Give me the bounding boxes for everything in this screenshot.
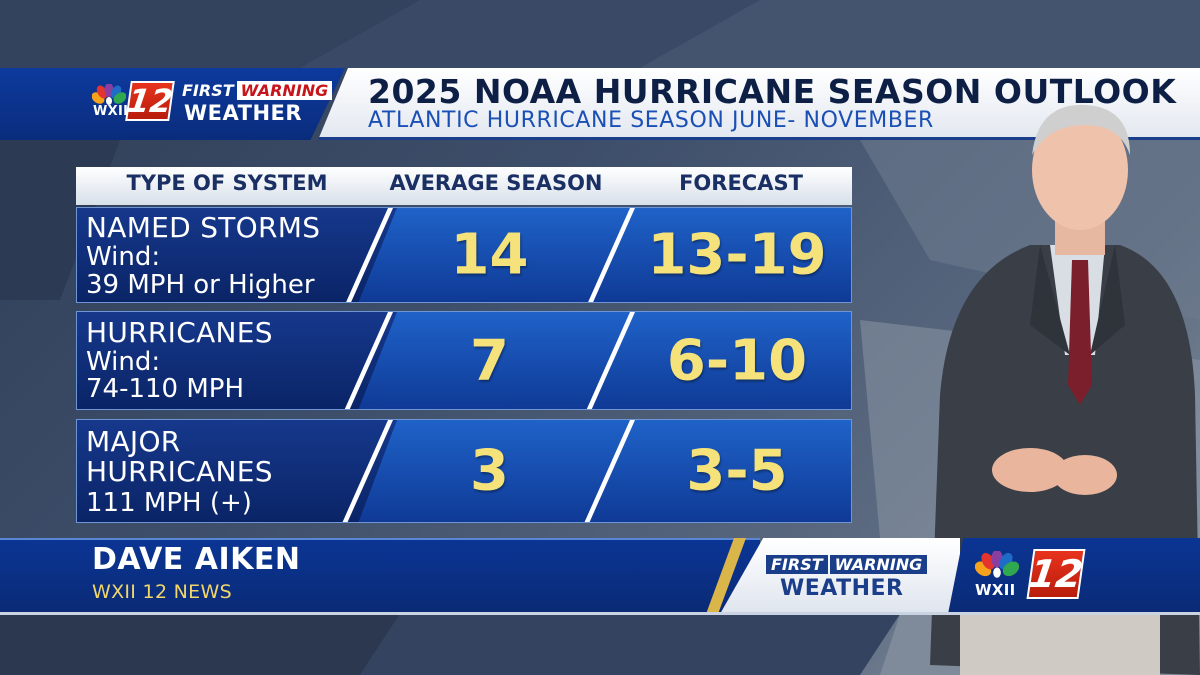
page-title: 2025 NOAA HURRICANE SEASON OUTLOOK [368,72,1177,111]
brand-panel [720,538,960,614]
first-warning-label-top: FIRST WARNING [176,80,338,101]
hurricane-outlook-table: TYPE OF SYSTEM AVERAGE SEASON FORECAST N… [76,167,852,527]
presenter-station: WXII 12 NEWS [92,581,232,603]
table-row-named-storms: NAMED STORMS Wind: 39 MPH or Higher 14 1… [76,207,852,303]
first-text: FIRST [182,81,234,100]
row-label-bg [77,420,397,522]
divider-line [0,612,1200,615]
row-detail: 39 MPH or Higher [86,270,315,300]
row-title: NAMED STORMS [86,211,321,244]
row-subtitle: HURRICANES [86,455,273,488]
brand-block [0,68,345,140]
first-text: FIRST [766,554,828,574]
channel-12-logo-top: 12 [125,81,175,121]
row-label-bg [77,312,397,409]
station-call-bottom: WXII [975,581,1016,599]
channel-12-logo-bottom: 12 [1026,549,1086,599]
column-header-average: AVERAGE SEASON [389,171,603,195]
row-subtitle: Wind: [86,242,161,272]
page-subtitle: ATLANTIC HURRICANE SEASON JUNE- NOVEMBER [368,108,934,133]
row-detail: 111 MPH (+) [86,488,252,518]
name-bar [0,538,760,614]
forecast-value: 13-19 [647,222,827,288]
row-subtitle: Wind: [86,347,161,377]
station-call-top: WXII [93,104,129,119]
nbc-peacock-icon [975,551,1019,578]
average-value: 7 [470,328,509,393]
row-title: MAJOR [86,425,181,458]
row-label-bg [77,208,397,302]
forecast-value: 6-10 [666,328,808,393]
warning-text: WARNING [829,554,928,574]
weather-label-bottom: WEATHER [780,576,904,601]
nbc-peacock-icon [92,84,126,105]
warning-text: WARNING [236,81,333,100]
column-header-forecast: FORECAST [679,171,803,195]
table-header: TYPE OF SYSTEM AVERAGE SEASON FORECAST [76,167,852,205]
row-detail: 74-110 MPH [86,374,245,404]
table-row-hurricanes: HURRICANES Wind: 74-110 MPH 7 6-10 [76,311,852,410]
forecast-value: 3-5 [686,438,788,504]
average-value: 3 [470,438,509,504]
table-row-major-hurricanes: MAJOR HURRICANES 111 MPH (+) 3 3-5 [76,419,852,523]
weather-label-top: WEATHER [184,101,303,125]
presenter-name: DAVE AIKEN [92,542,301,577]
column-header-type: TYPE OF SYSTEM [126,171,328,195]
average-value: 14 [450,222,529,288]
row-title: HURRICANES [86,316,273,349]
first-warning-label-bottom: FIRST WARNING [766,553,928,575]
